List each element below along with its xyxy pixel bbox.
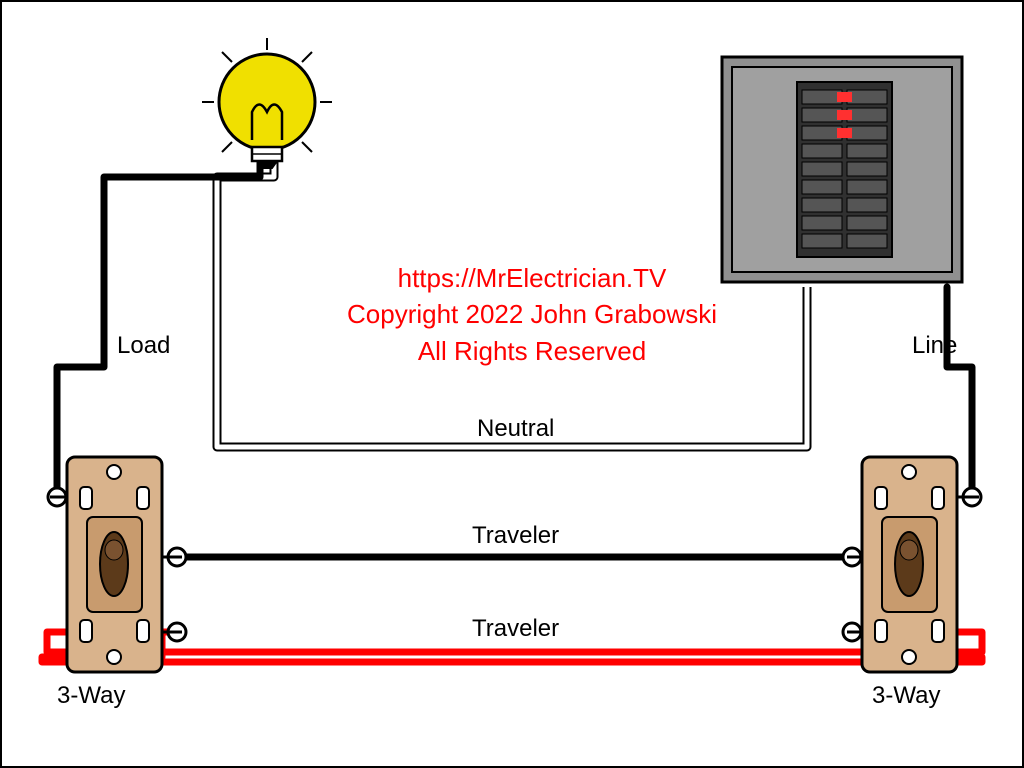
switch-right-icon — [843, 457, 981, 672]
copyright-line3: All Rights Reserved — [282, 333, 782, 369]
breaker-panel-icon — [722, 57, 962, 282]
copyright-line2: Copyright 2022 John Grabowski — [282, 296, 782, 332]
load-wire — [57, 157, 260, 492]
switch-right-label: 3-Way — [872, 682, 940, 710]
traveler1-label: Traveler — [472, 522, 559, 550]
copyright-line1: https://MrElectrician.TV — [282, 260, 782, 296]
neutral-label: Neutral — [477, 415, 554, 443]
line-label: Line — [912, 332, 957, 360]
light-bulb-icon — [202, 38, 332, 168]
switch-left-label: 3-Way — [57, 682, 125, 710]
traveler2-label: Traveler — [472, 615, 559, 643]
wiring-diagram: Load Line Neutral Traveler Traveler 3-Wa… — [0, 0, 1024, 768]
copyright-block: https://MrElectrician.TV Copyright 2022 … — [282, 260, 782, 369]
diagram-svg — [2, 2, 1022, 766]
load-label: Load — [117, 332, 170, 360]
